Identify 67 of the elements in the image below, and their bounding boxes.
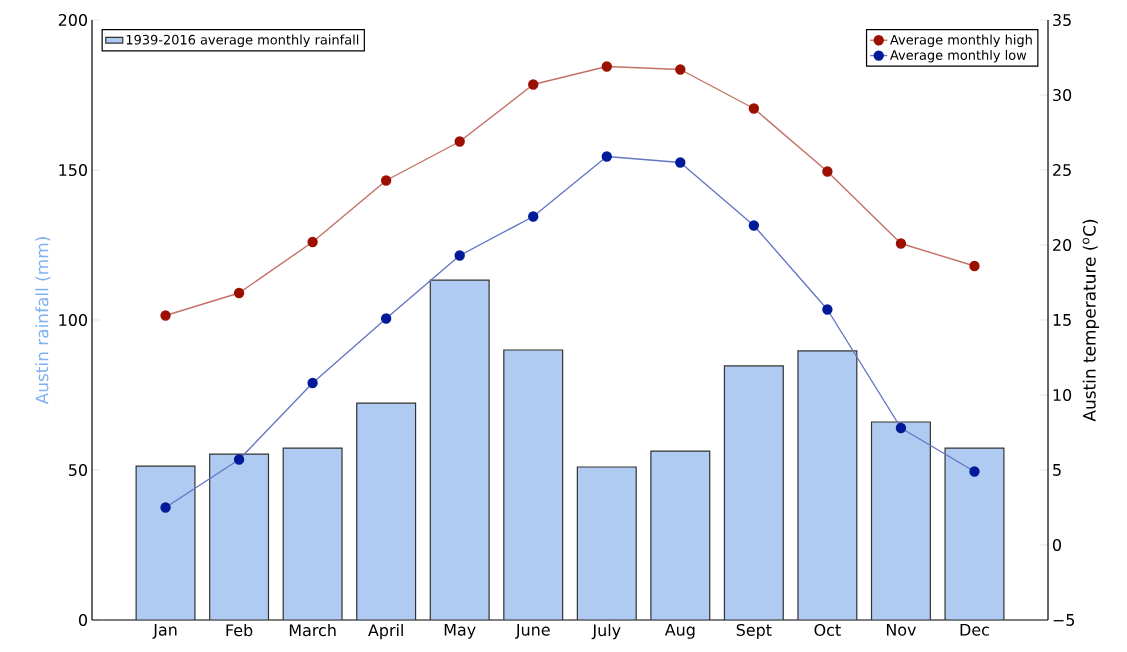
bar xyxy=(723,365,784,620)
bar xyxy=(576,466,637,620)
y2-tick-label: 25 xyxy=(1053,163,1071,177)
y-tick-label: 0 xyxy=(78,613,88,627)
point xyxy=(969,260,980,272)
point xyxy=(528,211,539,222)
point xyxy=(380,313,392,324)
y2-tick-label: 30 xyxy=(1053,88,1072,102)
bar xyxy=(135,465,196,620)
y-tick-label: 50 xyxy=(69,463,88,477)
point xyxy=(822,304,833,315)
x-tick-label: Aug xyxy=(664,623,695,639)
y2-tick-label: −5 xyxy=(1053,614,1075,626)
x-tick-label: June xyxy=(515,623,550,639)
x-tick-label: Oct xyxy=(814,623,841,636)
x-tick-label: July xyxy=(591,623,621,640)
x-tick-label: March xyxy=(289,623,336,637)
bar xyxy=(209,453,270,620)
y2-tick-label: 10 xyxy=(1053,388,1072,402)
point xyxy=(895,238,907,249)
bar xyxy=(429,279,490,620)
legend-label: 1939-2016 average monthly rainfall xyxy=(126,34,359,48)
y-axis-title: Austin rainfall (mm) xyxy=(35,237,51,405)
y2-tick-label: 15 xyxy=(1053,314,1071,326)
y-tick-label: 150 xyxy=(59,163,88,177)
y-tick-label: 200 xyxy=(58,13,88,27)
point xyxy=(601,61,612,72)
point xyxy=(675,64,686,75)
bar xyxy=(356,402,417,620)
x-tick-label: April xyxy=(368,623,403,640)
x-tick-label: Feb xyxy=(226,623,253,637)
bar xyxy=(503,349,564,620)
y2-tick-label: 35 xyxy=(1053,13,1071,27)
legend-label: Average monthly high xyxy=(890,34,1032,48)
point xyxy=(822,166,833,177)
point xyxy=(160,310,171,321)
point xyxy=(454,136,465,147)
bar xyxy=(944,447,1005,620)
legend-label: Average monthly low xyxy=(890,49,1027,63)
point xyxy=(748,103,760,114)
point xyxy=(233,287,245,299)
y-tick-label: 100 xyxy=(59,313,88,327)
point xyxy=(748,220,760,231)
point xyxy=(160,502,171,513)
point xyxy=(895,422,907,434)
bar xyxy=(870,421,931,620)
y2-tick-label: 20 xyxy=(1053,238,1072,252)
x-tick-label: Dec xyxy=(960,623,989,636)
bar xyxy=(797,350,858,620)
point xyxy=(454,250,465,261)
point xyxy=(601,151,612,162)
point xyxy=(380,175,392,186)
x-tick-label: Nov xyxy=(886,623,917,636)
bar xyxy=(282,447,343,620)
x-tick-label: Sept xyxy=(736,623,772,640)
bar xyxy=(650,450,711,620)
point xyxy=(969,466,980,477)
y2-tick-label: 5 xyxy=(1053,464,1061,476)
point xyxy=(528,79,539,90)
y2-tick-label: 0 xyxy=(1052,538,1062,552)
x-tick-label: May xyxy=(444,623,476,639)
x-tick-label: Jan xyxy=(152,623,177,639)
y2-axis-title: Austin temperature ($^{o}$C) xyxy=(1082,219,1100,422)
point xyxy=(675,157,686,168)
point xyxy=(307,236,318,248)
point xyxy=(233,454,245,465)
point xyxy=(307,377,318,389)
